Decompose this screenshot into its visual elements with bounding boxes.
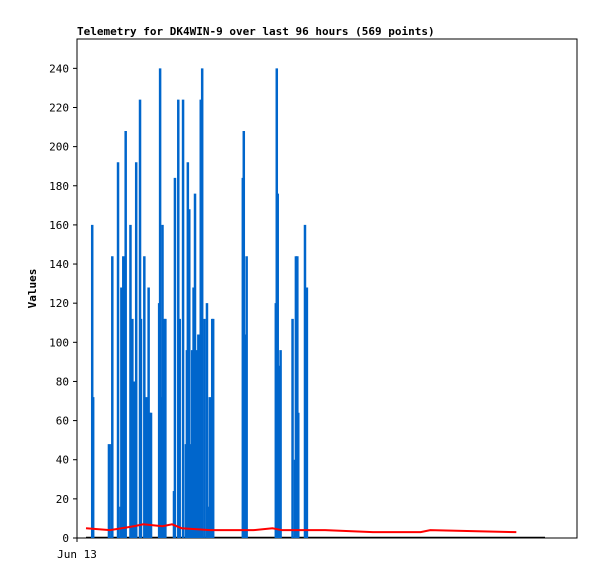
baseline-line (85, 523, 517, 534)
y-tick-label: 60 (56, 415, 69, 428)
y-tick-label: 160 (49, 219, 69, 232)
y-tick-label: 120 (49, 297, 69, 310)
y-tick-label: 200 (49, 141, 69, 154)
spike-series (90, 68, 309, 538)
y-tick-label: 20 (56, 493, 69, 506)
y-tick-label: 140 (49, 258, 69, 271)
y-tick-label: 80 (56, 375, 69, 388)
chart-title: Telemetry for DK4WIN-9 over last 96 hour… (77, 25, 435, 38)
y-tick-label: 240 (49, 62, 69, 75)
y-axis-label: Values (26, 269, 39, 309)
y-tick-label: 180 (49, 180, 69, 193)
y-axis-ticks: 0 20 40 60 80 100 120 140 160 180 200 220 240 (49, 62, 77, 545)
y-tick-label: 100 (49, 336, 69, 349)
x-tick-label: Jun 13 (57, 548, 97, 561)
y-tick-label: 220 (49, 101, 69, 114)
baseline-series (85, 523, 517, 534)
x-axis-ticks: Jun 13 (57, 538, 97, 561)
y-tick-label: 40 (56, 454, 69, 467)
y-tick-label: 0 (62, 532, 69, 545)
